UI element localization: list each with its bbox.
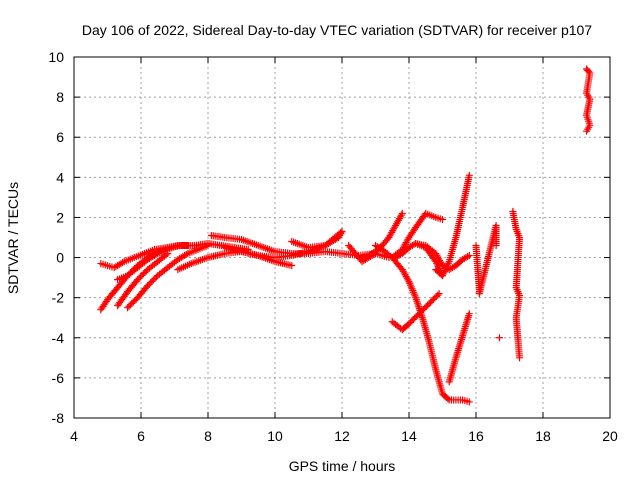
data-point-fill [464,253,472,261]
series-track-d [114,250,172,310]
chart-title: Day 106 of 2022, Sidereal Day-to-day VTE… [82,22,592,38]
y-tick-label: -4 [52,330,65,346]
y-tick-label: 4 [56,169,64,185]
data-point [398,209,406,217]
series-track-e [124,242,212,312]
data-point [184,242,192,250]
y-tick-label: 6 [56,129,64,145]
data-point [338,227,346,235]
x-tick-label: 20 [602,428,618,444]
data-point-fill [404,276,412,284]
data-point-fill [182,251,190,259]
x-tick-label: 4 [70,428,78,444]
x-tick-label: 16 [468,428,484,444]
x-axis-label: GPS time / hours [289,458,396,474]
x-tick-label: 18 [535,428,551,444]
data-point [516,354,524,362]
y-tick-label: 0 [56,250,64,266]
series-track-k [358,209,406,262]
data-point [495,334,503,342]
data-point [465,398,473,406]
x-tick-label: 10 [267,428,283,444]
x-tick-label: 6 [137,428,145,444]
series-track-s [472,221,503,342]
data-point [465,252,473,260]
data-point [164,250,172,258]
series-track-r [445,310,473,386]
data-point [492,242,500,250]
data-point [583,127,591,135]
data-point-fill [444,395,452,403]
series-track-n [388,290,443,334]
y-tick-label: -2 [52,290,65,306]
data-point [465,310,473,318]
data-point-fill [397,211,405,219]
data-point-fill [162,251,170,259]
y-tick-label: 2 [56,209,64,225]
series-track-q [432,171,473,280]
y-tick-label: 10 [48,49,64,65]
y-axis-label: SDTVAR / TECUs [5,182,21,294]
data-point [465,171,473,179]
data-points [97,65,594,406]
y-tick-label: -6 [52,370,65,386]
data-point [204,242,212,250]
series-track-i [288,227,346,252]
data-point-fill [119,259,127,267]
y-tick-label: 8 [56,89,64,105]
axis-ticks: 4 6 8 10 12 14 16 18 20 -8 -6 -4 -2 0 2 4 6 8 10 [48,49,618,444]
data-point [174,242,182,250]
x-tick-label: 14 [401,428,417,444]
data-point-fill [434,291,442,299]
series-track-t [509,207,524,362]
data-point [435,290,443,298]
x-tick-label: 8 [204,428,212,444]
y-tick-label: -8 [52,410,65,426]
x-tick-label: 12 [334,428,350,444]
data-point [288,262,296,270]
series-track-u [583,65,594,135]
data-point-fill [152,251,160,259]
data-point [439,215,446,223]
